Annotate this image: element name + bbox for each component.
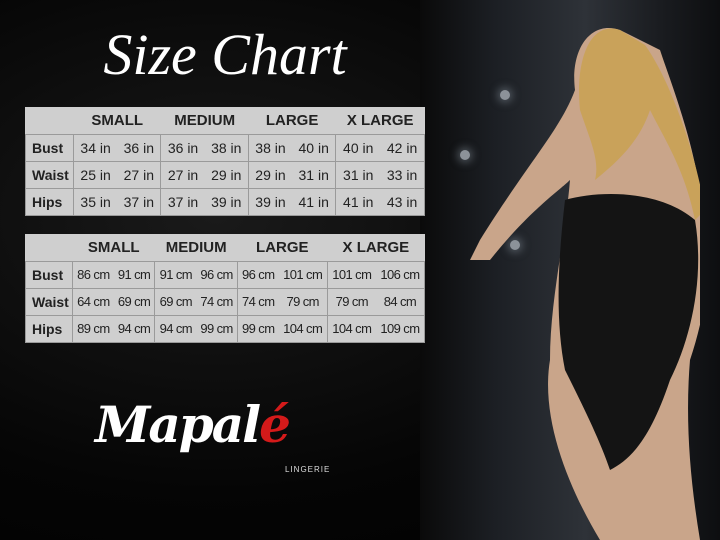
cell: 91 cm xyxy=(154,260,197,289)
table-row-waist: Waist 64 cm 69 cm 69 cm 74 cm 74 cm 79 c… xyxy=(25,287,425,316)
table-row-hips: Hips 35 in 37 in 37 in 39 in 39 in 41 in… xyxy=(25,187,426,216)
cell: 69 cm xyxy=(113,287,156,316)
cell: 96 cm xyxy=(196,260,238,289)
cell: 37 in xyxy=(160,187,205,216)
cell: 79 cm xyxy=(326,287,376,316)
cell: 36 in xyxy=(160,133,205,162)
page-title: Size Chart xyxy=(103,22,347,87)
cell: 36 in xyxy=(117,133,162,162)
table-header-row: SMALL MEDIUM LARGE X LARGE xyxy=(26,234,425,261)
brand-logo: Mapalé LINGERIE xyxy=(95,395,345,485)
cell: 38 in xyxy=(247,133,293,162)
cell: 37 in xyxy=(117,187,162,216)
row-label: Bust xyxy=(25,260,73,289)
cell: 33 in xyxy=(380,160,426,189)
cell: 42 in xyxy=(380,133,426,162)
cell: 99 cm xyxy=(196,314,238,343)
cell: 41 in xyxy=(292,187,337,216)
cell: 99 cm xyxy=(236,314,279,343)
cell: 104 cm xyxy=(326,314,376,343)
cell: 94 cm xyxy=(154,314,197,343)
column-header-x-large: X LARGE xyxy=(342,238,410,256)
cell: 43 in xyxy=(380,187,426,216)
cell: 101 cm xyxy=(278,260,328,289)
table-row-bust: Bust 86 cm 91 cm 91 cm 96 cm 96 cm 101 c… xyxy=(25,260,425,289)
cell: 104 cm xyxy=(278,314,328,343)
size-table-inches: SMALL MEDIUM LARGE X LARGE Bust 34 in 36… xyxy=(25,107,426,216)
brand-accent: é xyxy=(259,395,291,454)
cell: 101 cm xyxy=(326,260,376,289)
cell: 39 in xyxy=(204,187,249,216)
cell: 94 cm xyxy=(113,314,156,343)
table-row-bust: Bust 34 in 36 in 36 in 38 in 38 in 40 in… xyxy=(25,133,426,162)
cell: 74 cm xyxy=(196,287,238,316)
cell: 40 in xyxy=(292,133,337,162)
column-header-large: LARGE xyxy=(265,111,319,129)
cell: 109 cm xyxy=(375,314,425,343)
column-header-small: SMALL xyxy=(87,238,140,256)
brand-wordmark: Mapalé xyxy=(95,395,291,455)
brand-name: Mapal xyxy=(95,395,261,454)
cell: 86 cm xyxy=(71,260,114,289)
table-row-waist: Waist 25 in 27 in 27 in 29 in 29 in 31 i… xyxy=(25,160,426,189)
corner-cell xyxy=(26,234,73,261)
cell: 29 in xyxy=(247,160,293,189)
cell: 40 in xyxy=(335,133,381,162)
cell: 35 in xyxy=(73,187,118,216)
row-label: Waist xyxy=(25,287,73,316)
column-header-x-large: X LARGE xyxy=(346,111,414,129)
row-label: Hips xyxy=(25,187,74,216)
cell: 41 in xyxy=(335,187,381,216)
cell: 27 in xyxy=(160,160,205,189)
table-row-hips: Hips 89 cm 94 cm 94 cm 99 cm 99 cm 104 c… xyxy=(25,314,425,343)
cell: 31 in xyxy=(292,160,337,189)
cell: 39 in xyxy=(247,187,293,216)
brand-subtitle: LINGERIE xyxy=(285,465,331,474)
cell: 74 cm xyxy=(236,287,279,316)
table-header-row: SMALL MEDIUM LARGE X LARGE xyxy=(26,107,425,134)
cell: 96 cm xyxy=(236,260,279,289)
row-label: Hips xyxy=(25,314,73,343)
column-header-medium: MEDIUM xyxy=(174,111,236,129)
row-label: Bust xyxy=(25,133,74,162)
cell: 27 in xyxy=(117,160,162,189)
cell: 79 cm xyxy=(278,287,328,316)
column-header-medium: MEDIUM xyxy=(165,238,227,256)
cell: 106 cm xyxy=(375,260,425,289)
corner-cell xyxy=(26,107,74,134)
model-silhouette xyxy=(470,28,700,540)
cell: 38 in xyxy=(204,133,249,162)
row-label: Waist xyxy=(25,160,74,189)
cell: 84 cm xyxy=(375,287,425,316)
cell: 89 cm xyxy=(71,314,114,343)
size-table-cm: SMALL MEDIUM LARGE X LARGE Bust 86 cm 91… xyxy=(25,234,425,343)
model-photo xyxy=(420,0,720,540)
cell: 64 cm xyxy=(71,287,114,316)
cell: 91 cm xyxy=(113,260,156,289)
column-header-large: LARGE xyxy=(256,238,309,256)
cell: 69 cm xyxy=(154,287,197,316)
cell: 25 in xyxy=(73,160,118,189)
cell: 34 in xyxy=(73,133,118,162)
cell: 29 in xyxy=(204,160,249,189)
cell: 31 in xyxy=(335,160,381,189)
column-header-small: SMALL xyxy=(91,111,144,129)
